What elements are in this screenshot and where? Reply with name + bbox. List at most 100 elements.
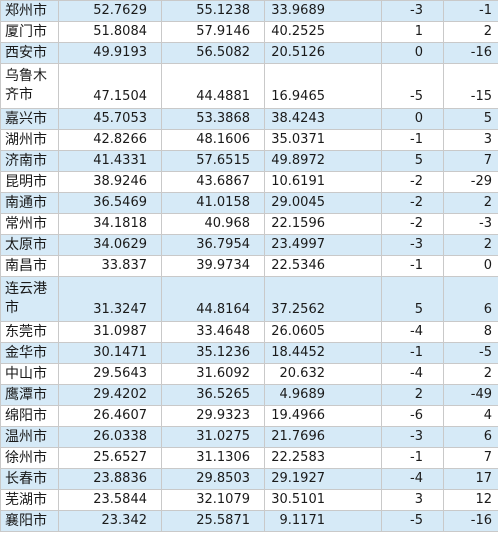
value-2-cell: 36.5265 [161,384,265,406]
value-3-cell: 33.9689 [264,0,382,22]
rank-change-1-cell: 0 [381,108,444,130]
value-2-cell: 44.8164 [161,276,265,322]
table-row: 济南市 41.4331 57.6515 49.8972 5 7 [0,150,498,172]
value-3-cell: 26.0605 [264,321,382,343]
value-1-cell: 26.0338 [58,426,162,448]
value-1-cell: 29.4202 [58,384,162,406]
table-row: 中山市 29.5643 31.6092 20.632 -4 2 [0,363,498,385]
value-3-cell: 20.632 [264,363,382,385]
value-1-cell: 52.7629 [58,0,162,22]
rank-change-2-cell: 6 [443,426,498,448]
rank-change-1-cell: -3 [381,0,444,22]
value-3-cell: 30.5101 [264,489,382,511]
table-row: 南通市 36.5469 41.0158 29.0045 -2 2 [0,192,498,214]
value-2-cell: 56.5082 [161,42,265,64]
value-2-cell: 33.4648 [161,321,265,343]
table-row: 西安市 49.9193 56.5082 20.5126 0 -16 [0,42,498,64]
rank-change-2-cell: 2 [443,234,498,256]
city-cell: 郑州市 [0,0,59,22]
rank-change-1-cell: -1 [381,447,444,469]
city-cell: 温州市 [0,426,59,448]
value-3-cell: 38.4243 [264,108,382,130]
value-1-cell: 25.6527 [58,447,162,469]
city-cell: 中山市 [0,363,59,385]
value-2-cell: 39.9734 [161,255,265,277]
value-2-cell: 29.9323 [161,405,265,427]
rank-change-1-cell: -2 [381,171,444,193]
value-2-cell: 40.968 [161,213,265,235]
table-row: 徐州市 25.6527 31.1306 22.2583 -1 7 [0,447,498,469]
value-1-cell: 36.5469 [58,192,162,214]
city-cell: 金华市 [0,342,59,364]
value-1-cell: 45.7053 [58,108,162,130]
rank-change-2-cell: 2 [443,363,498,385]
rank-change-2-cell: 5 [443,108,498,130]
city-cell: 徐州市 [0,447,59,469]
city-cell: 芜湖市 [0,489,59,511]
table-row: 绵阳市 26.4607 29.9323 19.4966 -6 4 [0,405,498,427]
value-1-cell: 31.3247 [58,276,162,322]
city-cell: 济南市 [0,150,59,172]
rank-change-1-cell: 1 [381,21,444,43]
value-1-cell: 34.1818 [58,213,162,235]
city-cell: 湖州市 [0,129,59,151]
rank-change-1-cell: -4 [381,321,444,343]
value-3-cell: 18.4452 [264,342,382,364]
table-row: 乌鲁木齐市 47.1504 44.4881 16.9465 -5 -15 [0,63,498,109]
city-cell: 襄阳市 [0,510,59,532]
value-3-cell: 22.5346 [264,255,382,277]
value-1-cell: 38.9246 [58,171,162,193]
value-2-cell: 31.6092 [161,363,265,385]
value-1-cell: 42.8266 [58,129,162,151]
value-2-cell: 43.6867 [161,171,265,193]
value-1-cell: 33.837 [58,255,162,277]
city-cell: 鹰潭市 [0,384,59,406]
city-cell: 常州市 [0,213,59,235]
table-row: 南昌市 33.837 39.9734 22.5346 -1 0 [0,255,498,277]
city-cell: 乌鲁木齐市 [0,63,59,109]
rank-change-1-cell: -2 [381,192,444,214]
value-3-cell: 21.7696 [264,426,382,448]
rank-change-2-cell: -15 [443,63,498,109]
rank-change-1-cell: 5 [381,150,444,172]
value-3-cell: 9.1171 [264,510,382,532]
rank-change-2-cell: -3 [443,213,498,235]
value-2-cell: 53.3868 [161,108,265,130]
value-1-cell: 23.8836 [58,468,162,490]
rank-change-1-cell: -6 [381,405,444,427]
rank-change-2-cell: 2 [443,192,498,214]
rank-change-2-cell: 7 [443,447,498,469]
value-3-cell: 20.5126 [264,42,382,64]
table-row: 金华市 30.1471 35.1236 18.4452 -1 -5 [0,342,498,364]
rank-change-2-cell: 12 [443,489,498,511]
value-2-cell: 25.5871 [161,510,265,532]
table-row: 芜湖市 23.5844 32.1079 30.5101 3 12 [0,489,498,511]
value-3-cell: 37.2562 [264,276,382,322]
rank-change-1-cell: -3 [381,234,444,256]
value-2-cell: 57.9146 [161,21,265,43]
city-cell: 绵阳市 [0,405,59,427]
rank-change-1-cell: -1 [381,342,444,364]
value-2-cell: 31.0275 [161,426,265,448]
table-row: 鹰潭市 29.4202 36.5265 4.9689 2 -49 [0,384,498,406]
table-row: 东莞市 31.0987 33.4648 26.0605 -4 8 [0,321,498,343]
value-3-cell: 29.1927 [264,468,382,490]
value-2-cell: 48.1606 [161,129,265,151]
value-1-cell: 23.5844 [58,489,162,511]
rank-change-2-cell: -16 [443,42,498,64]
rank-change-1-cell: -1 [381,255,444,277]
rank-change-2-cell: 3 [443,129,498,151]
rank-change-1-cell: -4 [381,363,444,385]
value-2-cell: 31.1306 [161,447,265,469]
value-3-cell: 19.4966 [264,405,382,427]
value-1-cell: 26.4607 [58,405,162,427]
value-2-cell: 44.4881 [161,63,265,109]
table-row: 长春市 23.8836 29.8503 29.1927 -4 17 [0,468,498,490]
table-row: 太原市 34.0629 36.7954 23.4997 -3 2 [0,234,498,256]
city-cell: 嘉兴市 [0,108,59,130]
value-2-cell: 35.1236 [161,342,265,364]
table-row: 常州市 34.1818 40.968 22.1596 -2 -3 [0,213,498,235]
rank-change-2-cell: 7 [443,150,498,172]
rank-change-1-cell: -5 [381,63,444,109]
rank-change-2-cell: 0 [443,255,498,277]
